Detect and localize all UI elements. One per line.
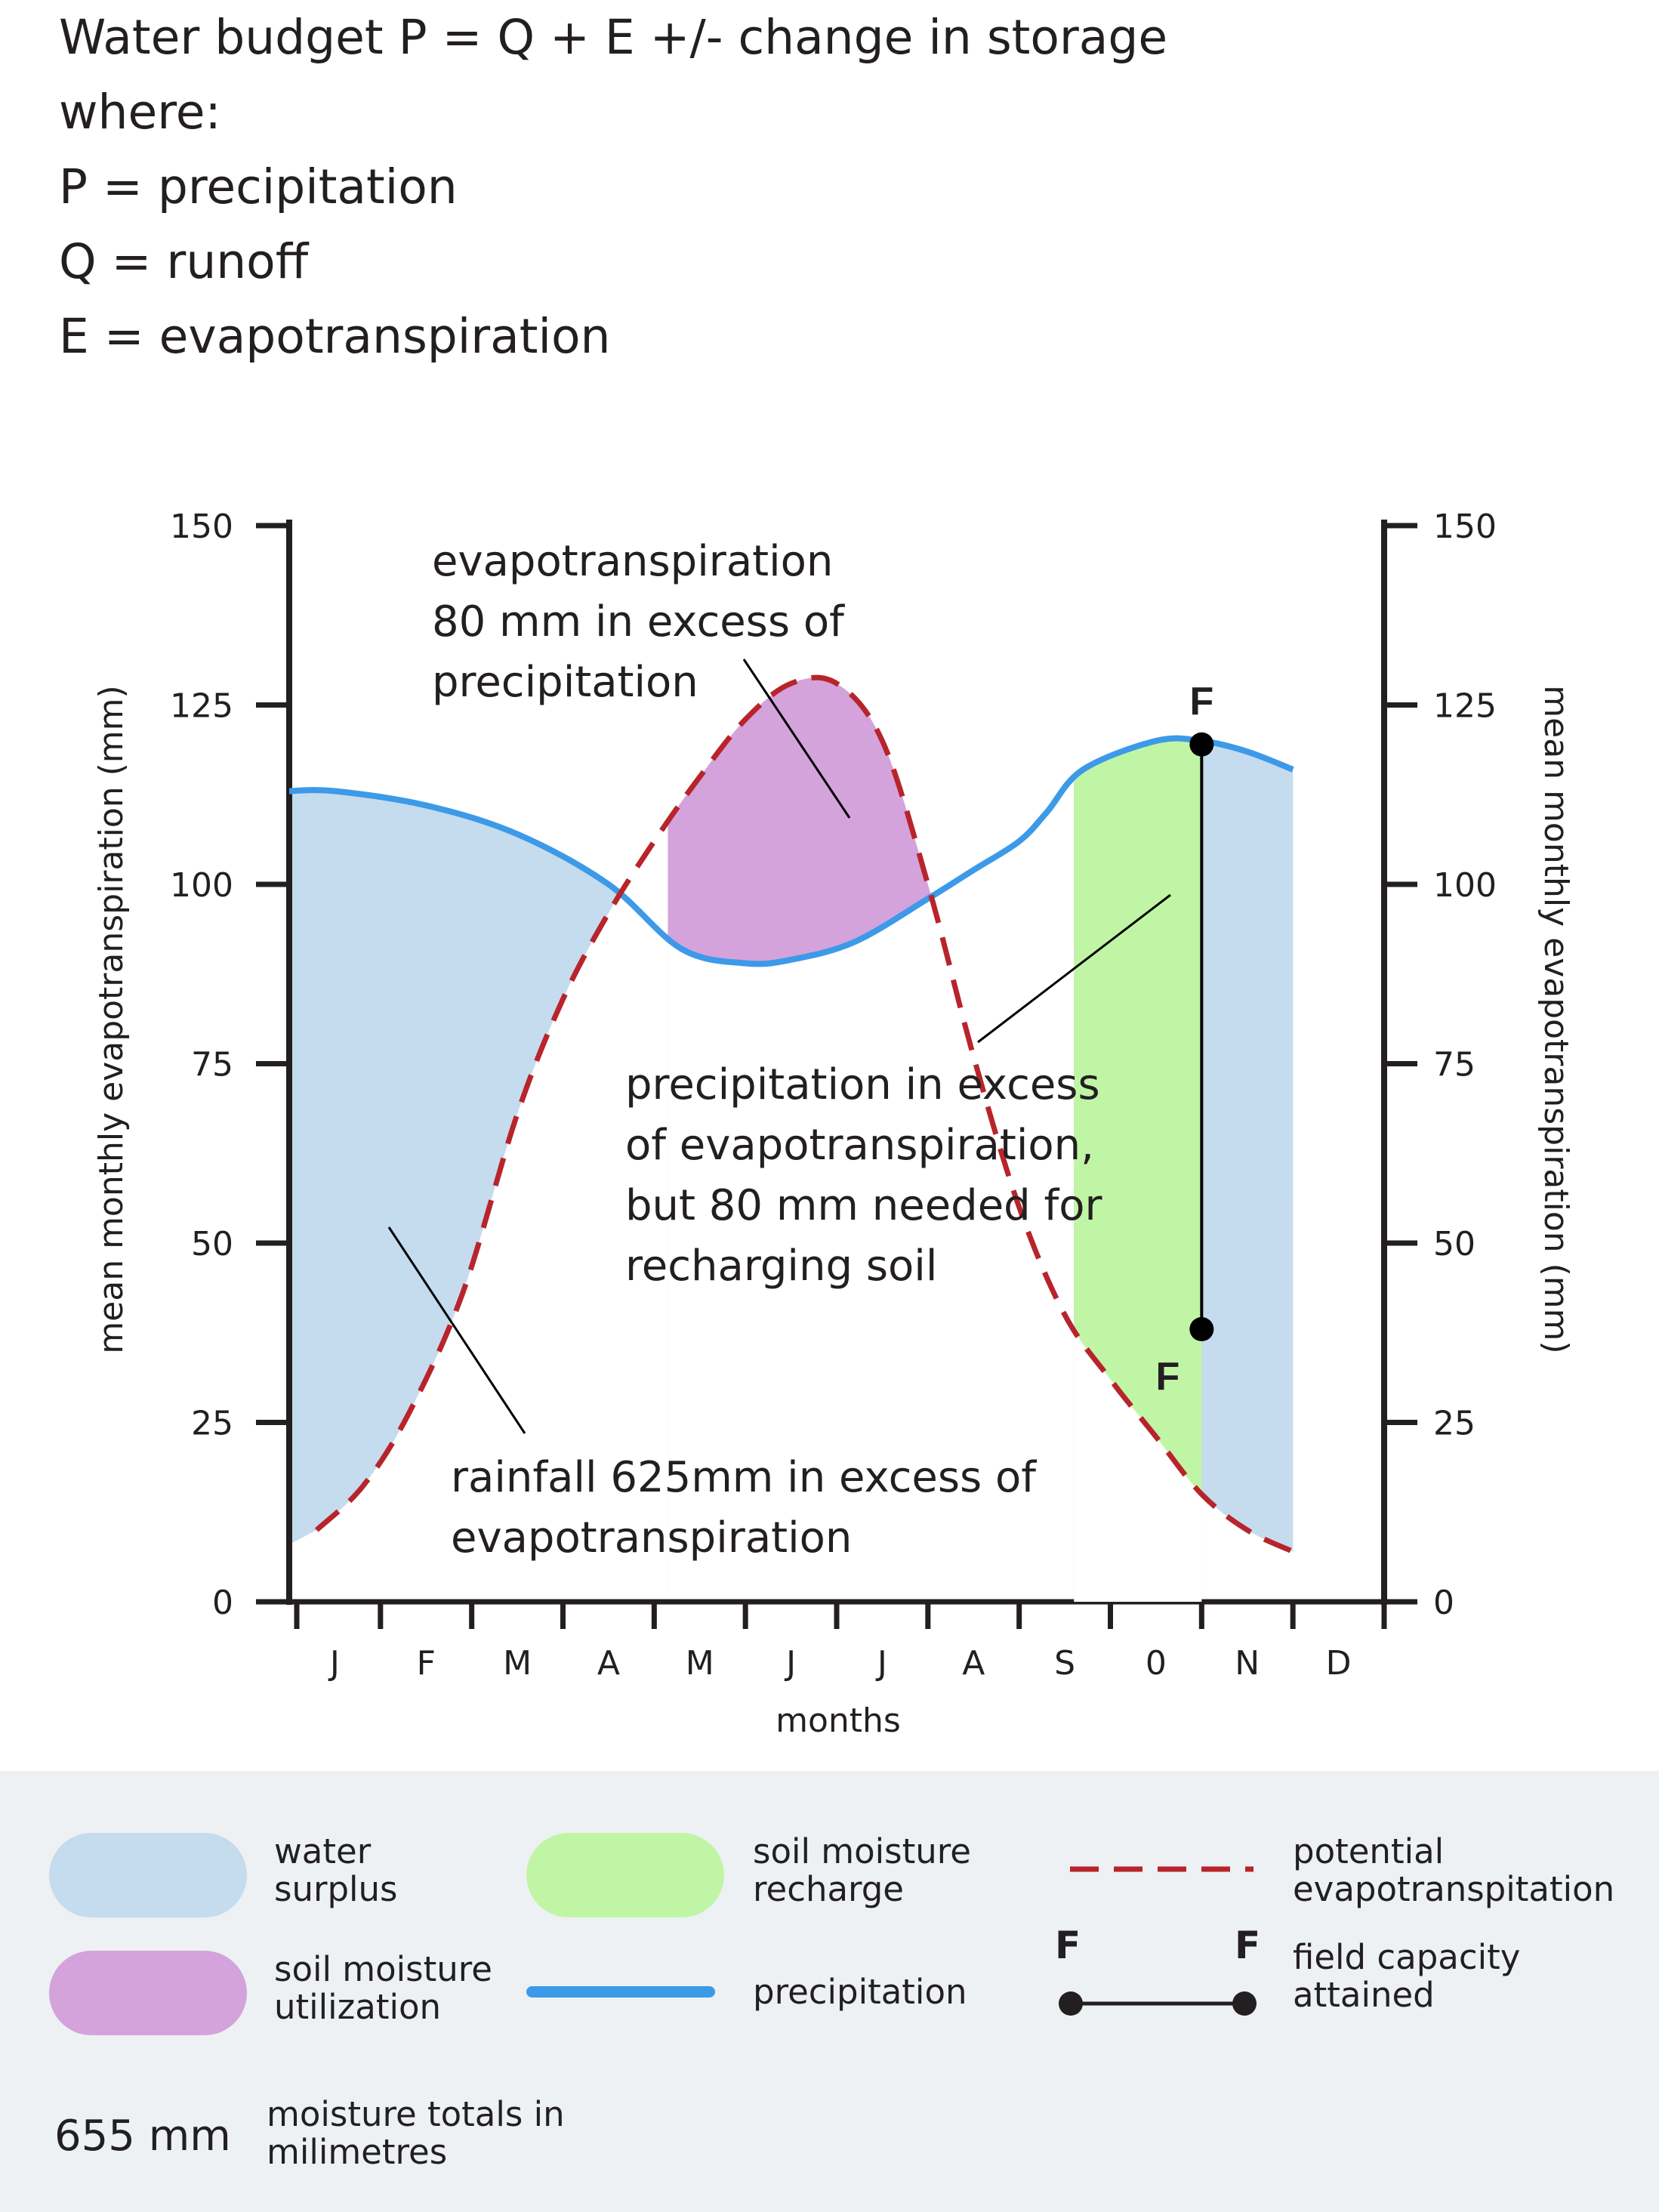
y-tick-label-left: 50 (191, 1225, 233, 1263)
field-capacity-point-bottom (1189, 1317, 1214, 1341)
utilization-annotation-2: 80 mm in excess of (432, 597, 845, 646)
y-ticks-left: 0 25 50 75 100 125 150 (170, 507, 289, 1622)
legend-recharge-line-1: soil moisture (753, 1831, 971, 1871)
recharge-leader (977, 893, 1171, 1044)
y-tick-label-right: 50 (1433, 1225, 1476, 1263)
legend-precipitation-swatch (526, 1986, 715, 1998)
legend-field-capacity-line-1: field capacity (1293, 1937, 1521, 1977)
x-tick-label: J (784, 1644, 796, 1683)
y-tick-label-right: 0 (1433, 1584, 1454, 1622)
utilization-annotation-1: evapotranspiration (432, 537, 833, 586)
y-tick-label-left: 75 (191, 1046, 233, 1084)
y-axis-label-right: mean monthly evapotranspiration (mm) (1537, 685, 1575, 1353)
legend-water-surplus-line-2: surplus (274, 1869, 398, 1909)
legend: water surplus soil moisture recharge pot… (0, 1771, 1659, 2212)
header-title: Water budget P = Q + E +/- change in sto… (59, 10, 1168, 65)
y-tick-label-left: 125 (170, 687, 233, 726)
legend-pet-swatch (1070, 1866, 1254, 1872)
x-tick-label: 0 (1146, 1644, 1167, 1683)
legend-field-capacity-line-2: attained (1293, 1975, 1435, 2015)
y-tick-label-left: 0 (212, 1584, 233, 1622)
surplus-annotation-2: evapotranspiration (451, 1513, 852, 1563)
utilization-leader (742, 659, 851, 819)
x-tick-label: M (503, 1644, 532, 1683)
header-where: where: (59, 85, 221, 140)
x-tick-label: A (962, 1644, 985, 1683)
y-tick-label-left: 150 (170, 507, 233, 546)
below-pet-mask (1074, 1330, 1202, 1602)
legend-pet-line-1: potential (1293, 1831, 1445, 1871)
y-ticks-right: 0 25 50 75 100 125 150 (1384, 507, 1497, 1622)
legend-recharge-line-2: recharge (753, 1869, 904, 1909)
x-tick-label: F (417, 1644, 436, 1683)
header-q-definition: Q = runoff (59, 234, 309, 289)
potential-evapotranspiration-line (314, 674, 1294, 1554)
y-tick-label-right: 150 (1433, 507, 1497, 546)
x-axis-label: months (776, 1701, 901, 1740)
field-capacity-label-bottom: F (1155, 1355, 1179, 1399)
legend-f-right: F (1235, 1924, 1261, 1967)
legend-pet-label: potential evapotranspitation (1293, 1833, 1614, 1908)
field-capacity-label-top: F (1189, 680, 1213, 723)
utilization-annotation-3: precipitation (432, 658, 698, 707)
legend-moisture-totals-label: moisture totals in milimetres (267, 2096, 565, 2171)
legend-water-surplus-line-1: water (274, 1831, 372, 1871)
legend-precipitation-label: precipitation (753, 1972, 967, 2012)
legend-soil-moisture-utilization-swatch (49, 1951, 247, 2035)
recharge-annotation-4: recharging soil (625, 1242, 937, 1291)
field-capacity-point-top (1189, 732, 1214, 757)
y-tick-label-left: 25 (191, 1405, 233, 1443)
y-axis-label-left: mean monthly evapotranspiration (mm) (92, 685, 131, 1353)
legend-utilization-line-2: utilization (274, 1987, 442, 2027)
legend-pet-line-2: evapotranspitation (1293, 1869, 1615, 1909)
y-tick-label-right: 100 (1433, 866, 1497, 905)
legend-soil-moisture-utilization-label: soil moisture utilization (274, 1951, 492, 2026)
recharge-annotation-3: but 80 mm needed for (625, 1181, 1102, 1230)
header-e-definition: E = evapotranspiration (59, 309, 611, 364)
header: Water budget P = Q + E +/- change in sto… (59, 0, 1569, 374)
y-tick-label-right: 75 (1433, 1046, 1476, 1084)
y-tick-label-right: 25 (1433, 1405, 1476, 1443)
precipitation-line (288, 735, 1294, 967)
x-tick-label: D (1326, 1644, 1352, 1683)
legend-soil-moisture-recharge-swatch (526, 1833, 724, 1917)
surplus-annotation-1: rainfall 625mm in excess of (451, 1453, 1037, 1502)
x-ticks: J F M A M J J A S 0 N D (294, 1602, 1387, 1683)
y-tick-label-right: 125 (1433, 687, 1497, 726)
x-tick-label: N (1235, 1644, 1260, 1683)
x-tick-label: J (328, 1644, 340, 1683)
legend-field-capacity-swatch (1059, 1991, 1257, 2016)
legend-water-surplus-swatch (49, 1833, 247, 1917)
y-tick-label-left: 100 (170, 866, 233, 905)
legend-moisture-value: 655 mm (54, 2112, 231, 2161)
x-tick-label: S (1054, 1644, 1075, 1683)
surplus-leader (387, 1226, 526, 1434)
x-tick-label: M (686, 1644, 714, 1683)
late-surplus-region (1201, 741, 1294, 1552)
header-p-definition: P = precipitation (59, 159, 458, 214)
legend-moisture-totals-line-2: milimetres (267, 2132, 448, 2172)
utilization-underside-mask (668, 776, 1075, 1602)
legend-field-capacity-label: field capacity attained (1293, 1939, 1520, 2014)
legend-water-surplus-label: water surplus (274, 1833, 398, 1908)
recharge-annotation-2: of evapotranspiration, (625, 1121, 1094, 1170)
legend-f-left: F (1055, 1924, 1081, 1967)
recharge-annotation-1: precipitation in excess (625, 1060, 1100, 1109)
x-tick-label: A (597, 1644, 620, 1683)
x-tick-label: J (875, 1644, 887, 1683)
legend-utilization-line-1: soil moisture (274, 1949, 492, 1989)
legend-moisture-totals-line-1: moisture totals in (267, 2094, 565, 2134)
legend-soil-moisture-recharge-label: soil moisture recharge (753, 1833, 971, 1908)
